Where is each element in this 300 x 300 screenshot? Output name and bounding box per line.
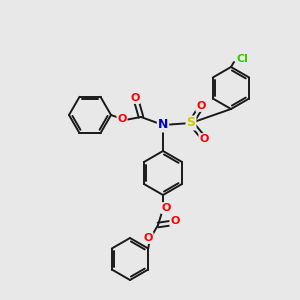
Text: S: S xyxy=(187,116,196,130)
Text: O: O xyxy=(117,114,127,124)
Text: Cl: Cl xyxy=(236,54,248,64)
Text: O: O xyxy=(161,203,171,213)
Text: O: O xyxy=(130,93,140,103)
Text: O: O xyxy=(196,101,206,111)
Text: O: O xyxy=(199,134,209,144)
Text: O: O xyxy=(170,216,180,226)
Text: N: N xyxy=(158,118,168,131)
Text: O: O xyxy=(143,233,153,243)
